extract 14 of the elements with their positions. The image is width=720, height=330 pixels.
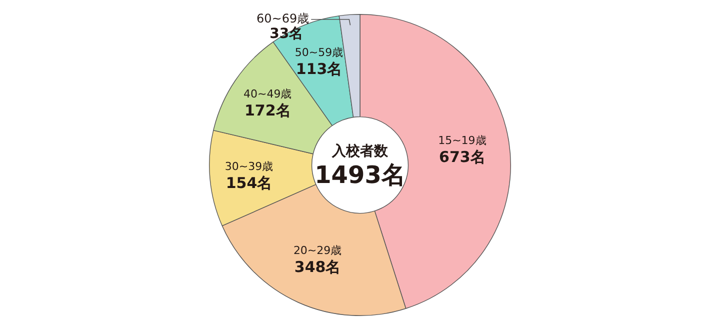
slice-label: 20~29歳 — [293, 244, 342, 258]
slice-label: 15~19歳 — [438, 134, 486, 147]
text: 1493名 — [314, 161, 406, 190]
slice-label: 30~39歳 — [224, 160, 274, 174]
data-label: 348名 — [294, 258, 341, 276]
data-label: 154名 — [226, 174, 272, 192]
data-label: 172名 — [244, 101, 291, 120]
data-label: 673名 — [439, 148, 486, 166]
text: 入校者数 — [331, 144, 389, 160]
slice-label: 50~59歳 — [294, 46, 344, 60]
slice-label: 60~69歳 — [256, 11, 310, 26]
data-label: 113名 — [296, 60, 342, 78]
slice-label: 40~49歳 — [244, 87, 292, 100]
data-label: 33名 — [270, 26, 304, 42]
